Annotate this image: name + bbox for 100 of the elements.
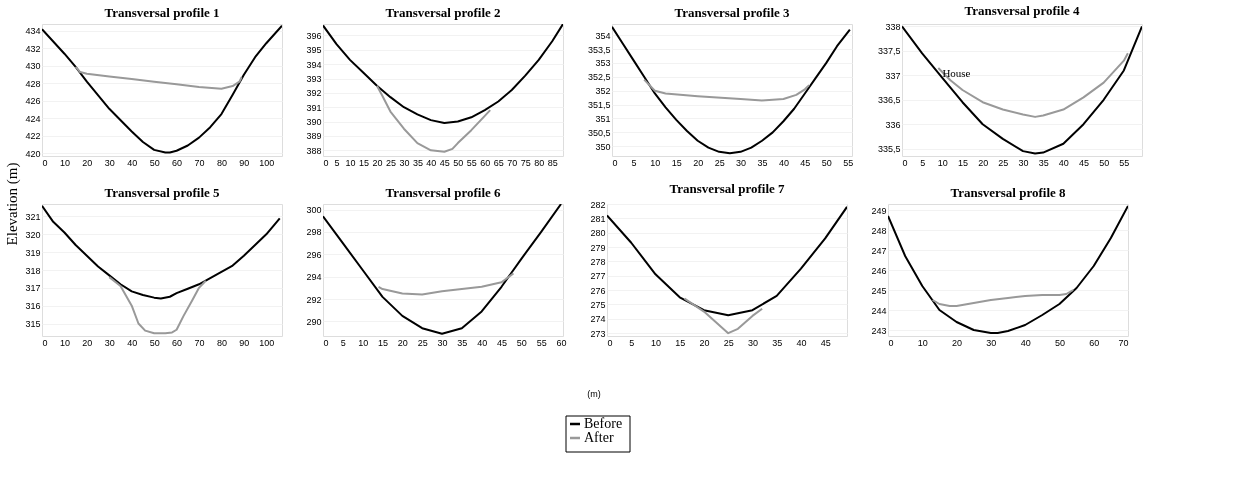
line-series — [643, 78, 811, 102]
x-tick-label: 35 — [757, 157, 768, 168]
line-series — [42, 24, 282, 154]
x-tick-label: 10 — [917, 337, 928, 348]
y-tick-label: 282 — [590, 199, 606, 210]
x-tick-label: 65 — [493, 157, 504, 168]
x-tick-label: 70 — [194, 157, 205, 168]
x-tick-label: 5 — [629, 337, 635, 348]
y-tick-label: 394 — [306, 59, 322, 70]
x-tick-label: 100 — [259, 157, 275, 168]
x-tick-label: 0 — [607, 337, 613, 348]
x-tick-label: 20 — [372, 157, 383, 168]
y-tick-label: 292 — [306, 294, 322, 305]
y-tick-label: 337,5 — [877, 46, 901, 57]
chart-title: Transversal profile 3 — [674, 5, 791, 20]
x-tick-label: 55 — [466, 157, 477, 168]
y-tick-label: 350,5 — [587, 127, 611, 138]
line-series — [377, 272, 515, 296]
x-tick-label: 90 — [239, 337, 250, 348]
y-tick-label: 336 — [885, 119, 901, 130]
y-tick-label: 352 — [595, 86, 611, 97]
y-tick-label: 353 — [595, 58, 611, 69]
x-tick-label: 50 — [1054, 337, 1065, 348]
x-tick-label: 40 — [1020, 337, 1031, 348]
x-tick-label: 25 — [417, 337, 428, 348]
y-tick-label: 296 — [306, 249, 322, 260]
x-tick-label: 5 — [631, 157, 637, 168]
x-tick-label: 50 — [149, 337, 160, 348]
x-tick-label: 30 — [399, 157, 410, 168]
x-tick-label: 10 — [650, 157, 661, 168]
x-tick-label: 35 — [412, 157, 423, 168]
x-tick-label: 0 — [323, 337, 329, 348]
line-series — [375, 84, 492, 153]
x-tick-label: 40 — [426, 157, 437, 168]
y-tick-label: 300 — [306, 205, 322, 216]
x-tick-label: 50 — [516, 337, 527, 348]
x-tick-label: 45 — [497, 337, 508, 348]
x-tick-label: 0 — [902, 157, 908, 168]
y-tick-label: 426 — [25, 96, 41, 107]
y-tick-label: 428 — [25, 78, 41, 89]
y-tick-label: 316 — [25, 301, 41, 312]
y-tick-label: 275 — [590, 299, 606, 310]
legend-label: Before — [584, 416, 623, 431]
y-tick-label: 274 — [590, 314, 606, 325]
x-tick-label: 20 — [699, 337, 710, 348]
y-tick-label: 245 — [871, 285, 887, 296]
y-tick-label: 424 — [25, 113, 41, 124]
x-tick-label: 30 — [437, 337, 448, 348]
x-tick-label: 15 — [378, 337, 389, 348]
x-tick-label: 60 — [1089, 337, 1100, 348]
x-tick-label: 5 — [340, 337, 346, 348]
x-tick-label: 30 — [736, 157, 747, 168]
y-tick-label: 317 — [25, 283, 41, 294]
x-tick-label: 0 — [888, 337, 894, 348]
y-tick-label: 294 — [306, 272, 322, 283]
y-tick-label: 319 — [25, 247, 41, 258]
y-tick-label: 335,5 — [877, 144, 901, 155]
x-tick-label: 40 — [796, 337, 807, 348]
y-tick-label: 395 — [306, 45, 322, 56]
y-tick-label: 351,5 — [587, 100, 611, 111]
y-tick-label: 430 — [25, 61, 41, 72]
x-tick-label: 25 — [723, 337, 734, 348]
x-tick-label: 40 — [1058, 157, 1069, 168]
x-tick-label: 20 — [397, 337, 408, 348]
y-tick-label: 390 — [306, 117, 322, 128]
y-tick-label: 420 — [25, 148, 41, 159]
x-tick-label: 45 — [820, 337, 831, 348]
chart-title: Transversal profile 2 — [385, 5, 501, 20]
y-tick-label: 321 — [25, 211, 41, 222]
x-tick-label: 10 — [59, 157, 70, 168]
x-tick-label: 70 — [507, 157, 518, 168]
chart-title: Transversal profile 6 — [385, 185, 502, 200]
line-series — [937, 52, 1129, 118]
y-tick-label: 318 — [25, 265, 41, 276]
y-tick-label: 354 — [595, 30, 611, 41]
x-tick-label: 80 — [216, 337, 227, 348]
y-tick-label: 353,5 — [587, 44, 611, 55]
x-tick-label: 35 — [1038, 157, 1049, 168]
x-tick-label: 25 — [385, 157, 396, 168]
x-tick-label: 20 — [978, 157, 989, 168]
line-series — [607, 205, 847, 317]
x-tick-label: 40 — [477, 337, 488, 348]
y-tick-label: 280 — [590, 228, 606, 239]
x-tick-label: 15 — [358, 157, 369, 168]
y-axis-title: Elevation (m) — [4, 162, 21, 246]
x-tick-label: 50 — [1099, 157, 1110, 168]
y-tick-label: 249 — [871, 205, 887, 216]
x-tick-label: 90 — [239, 157, 250, 168]
x-tick-label: 10 — [358, 337, 369, 348]
y-tick-label: 279 — [590, 242, 606, 253]
line-series — [683, 297, 764, 335]
y-tick-label: 432 — [25, 43, 41, 54]
y-tick-label: 336,5 — [877, 95, 901, 106]
y-tick-label: 278 — [590, 256, 606, 267]
y-tick-label: 277 — [590, 271, 606, 282]
y-tick-label: 298 — [306, 227, 322, 238]
x-tick-label: 80 — [216, 157, 227, 168]
x-tick-label: 75 — [520, 157, 531, 168]
x-tick-label: 20 — [693, 157, 704, 168]
text: (m) — [587, 389, 601, 399]
